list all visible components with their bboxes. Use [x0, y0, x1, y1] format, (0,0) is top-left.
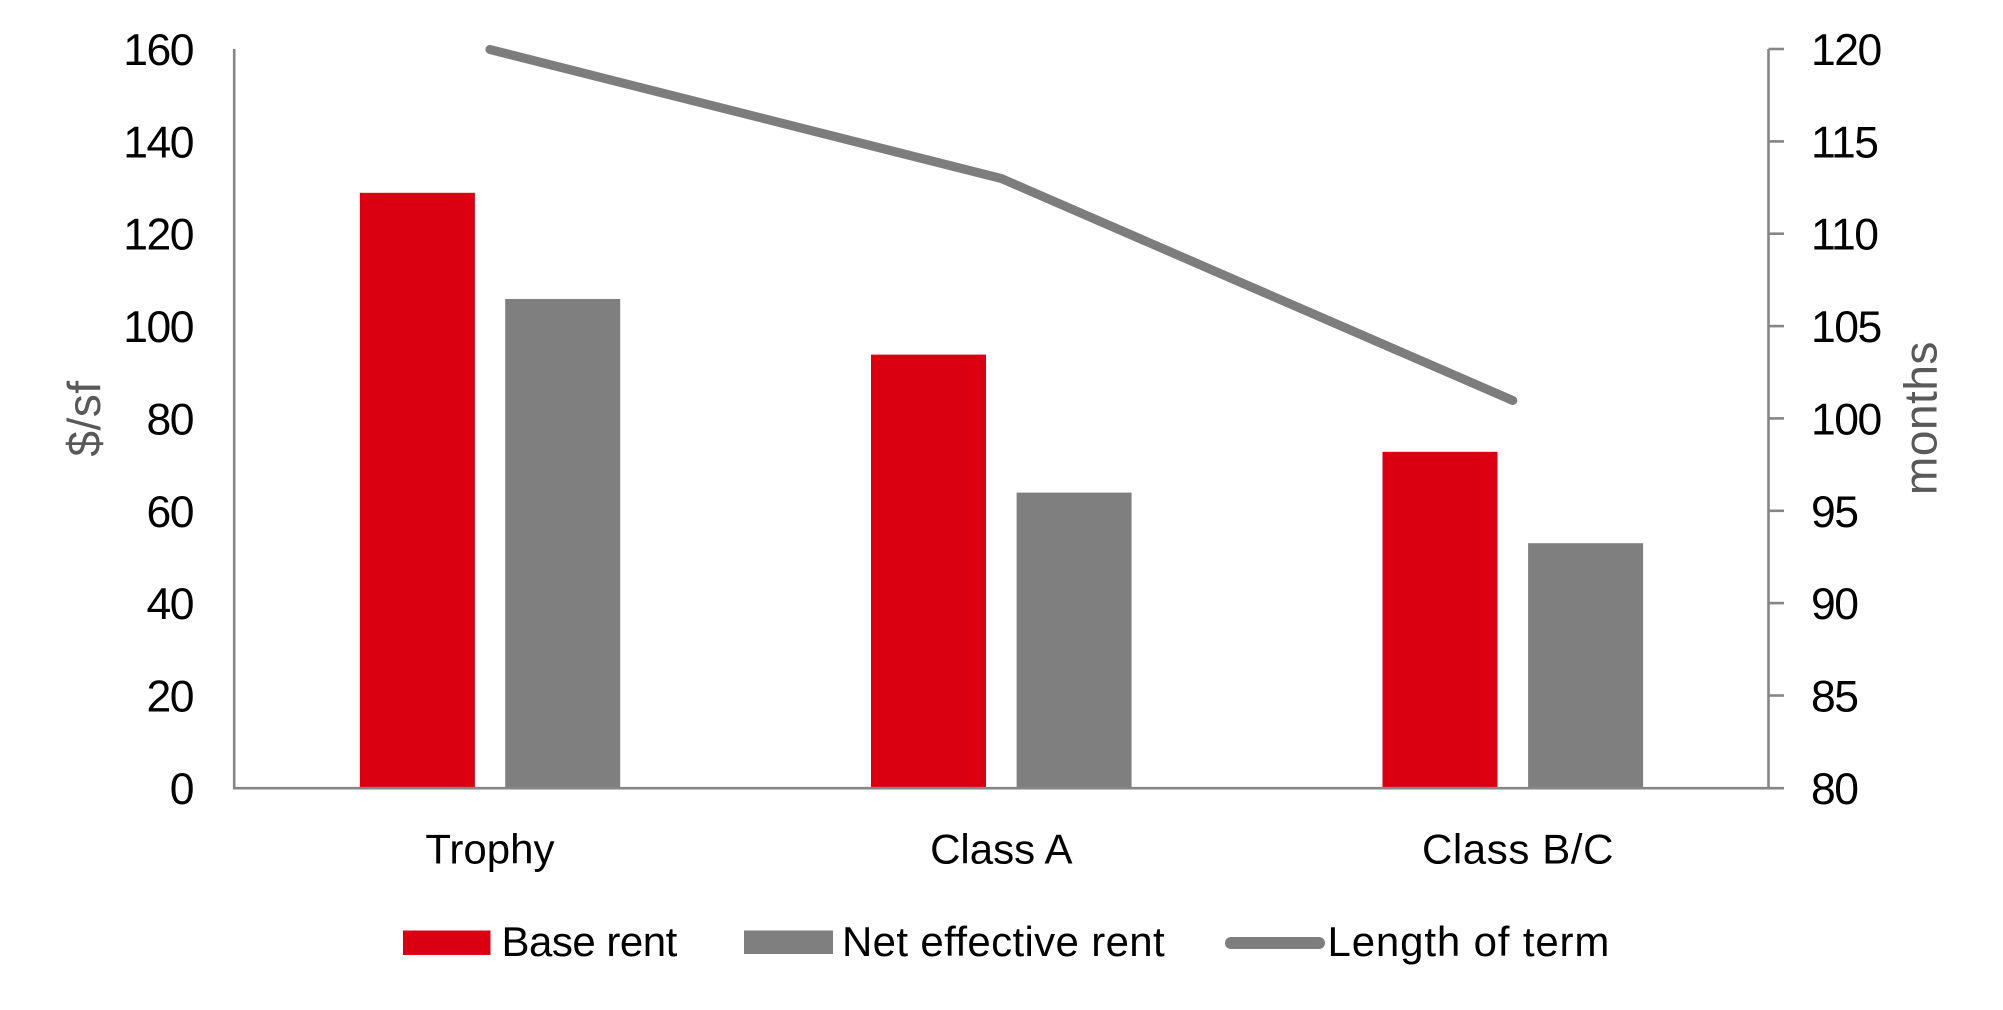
svg-text:110: 110	[1811, 211, 1878, 260]
svg-text:$/sf: $/sf	[58, 380, 110, 456]
svg-text:100: 100	[123, 303, 193, 352]
svg-text:120: 120	[123, 211, 193, 260]
svg-text:20: 20	[147, 673, 194, 722]
svg-text:60: 60	[147, 488, 194, 537]
svg-text:Length of term: Length of term	[1328, 918, 1611, 965]
svg-text:140: 140	[123, 118, 193, 167]
svg-text:80: 80	[1811, 765, 1858, 814]
svg-text:95: 95	[1811, 488, 1858, 537]
svg-text:Net effective rent: Net effective rent	[842, 918, 1165, 965]
svg-text:105: 105	[1811, 303, 1881, 352]
svg-text:120: 120	[1811, 26, 1881, 75]
svg-text:Trophy: Trophy	[425, 826, 554, 873]
svg-text:40: 40	[147, 580, 194, 629]
svg-text:85: 85	[1811, 673, 1858, 722]
svg-text:0: 0	[170, 765, 194, 814]
svg-text:90: 90	[1811, 580, 1858, 629]
svg-text:100: 100	[1811, 395, 1881, 444]
svg-text:Class B/C: Class B/C	[1422, 826, 1614, 873]
svg-text:80: 80	[147, 395, 194, 444]
svg-text:Base rent: Base rent	[502, 918, 678, 965]
svg-text:months: months	[1895, 341, 1947, 495]
svg-text:115: 115	[1811, 118, 1877, 167]
svg-text:Class A: Class A	[930, 826, 1072, 873]
svg-text:160: 160	[123, 26, 193, 75]
